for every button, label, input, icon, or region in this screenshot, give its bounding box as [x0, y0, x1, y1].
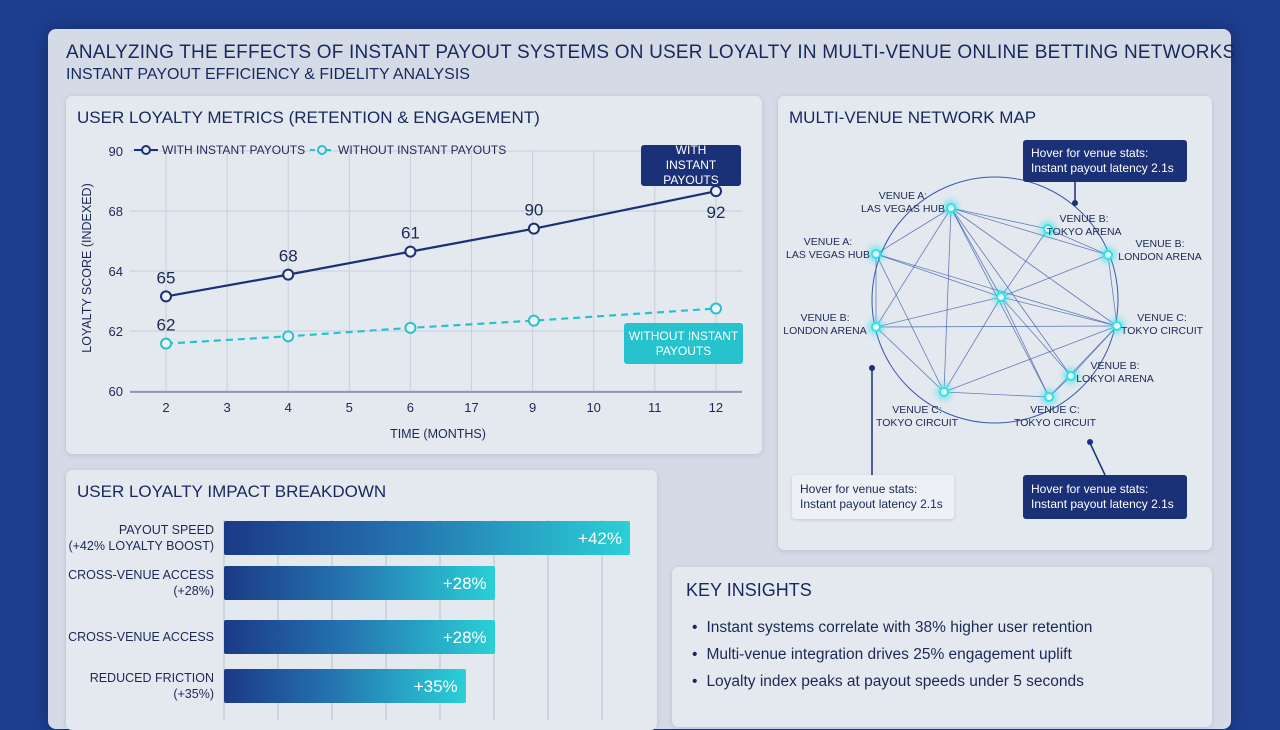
bar-category-line1: CROSS-VENUE ACCESS [68, 568, 214, 582]
insight-item: Loyalty index peaks at payout speeds und… [692, 668, 1092, 695]
hover-left-line1: Hover for venue stats: [800, 482, 918, 496]
bar-category-line1: PAYOUT SPEED [118, 523, 214, 537]
with-payouts-callout-text: WITH INSTANT PAYOUTS [663, 143, 719, 187]
bar-value-label: +35% [413, 677, 458, 696]
venue-hover-tooltip-right: Hover for venue stats: Instant payout la… [1023, 475, 1187, 519]
hover-right-line1: Hover for venue stats: [1031, 482, 1149, 496]
hover-left-line2: Instant payout latency 2.1s [800, 497, 943, 511]
bar-category-line2: (+42% LOYALTY BOOST) [68, 539, 214, 553]
loyalty-metrics-title: USER LOYALTY METRICS (RETENTION & ENGAGE… [77, 108, 540, 127]
bar-category-label: CROSS-VENUE ACCESS [68, 629, 214, 645]
bar-category-line2: (+28%) [173, 584, 214, 598]
hover-top-line2: Instant payout latency 2.1s [1031, 161, 1174, 175]
bar-category-line1: CROSS-VENUE ACCESS [68, 630, 214, 644]
insight-item: Multi-venue integration drives 25% engag… [692, 641, 1092, 668]
without-payouts-callout: WITHOUT INSTANT PAYOUTS [624, 323, 743, 364]
impact-bar: +35% [224, 669, 466, 703]
with-payouts-callout: WITH INSTANT PAYOUTS [641, 143, 741, 187]
impact-bar: +28% [224, 566, 495, 600]
bar-category-label: CROSS-VENUE ACCESS (+28%) [68, 567, 214, 599]
impact-breakdown-title: USER LOYALTY IMPACT BREAKDOWN [77, 482, 387, 501]
venue-hover-tooltip-left: Hover for venue stats: Instant payout la… [792, 475, 954, 519]
bar-category-label: PAYOUT SPEED (+42% LOYALTY BOOST) [68, 522, 214, 554]
network-map-title: MULTI-VENUE NETWORK MAP [789, 108, 1037, 127]
hover-top-line1: Hover for venue stats: [1031, 146, 1149, 160]
key-insights-title: KEY INSIGHTS [686, 580, 812, 600]
impact-bar: +28% [224, 620, 495, 654]
hover-right-line2: Instant payout latency 2.1s [1031, 497, 1174, 511]
bar-category-line1: REDUCED FRICTION [89, 671, 214, 685]
bar-category-line2: (+35%) [173, 687, 214, 701]
bar-value-label: +28% [442, 628, 487, 647]
bar-category-label: REDUCED FRICTION (+35%) [90, 670, 214, 702]
page-subtitle: INSTANT PAYOUT EFFICIENCY & FIDELITY ANA… [66, 66, 470, 83]
key-insights-list: Instant systems correlate with 38% highe… [692, 614, 1092, 695]
impact-bar: +42% [224, 521, 630, 555]
bar-value-label: +28% [442, 574, 487, 593]
without-payouts-callout-text: WITHOUT INSTANT PAYOUTS [628, 328, 739, 358]
venue-hover-tooltip-top: Hover for venue stats: Instant payout la… [1023, 140, 1187, 182]
page-title: ANALYZING THE EFFECTS OF INSTANT PAYOUT … [66, 42, 1236, 63]
bar-value-label: +42% [578, 529, 622, 548]
insight-item: Instant systems correlate with 38% highe… [692, 614, 1092, 641]
